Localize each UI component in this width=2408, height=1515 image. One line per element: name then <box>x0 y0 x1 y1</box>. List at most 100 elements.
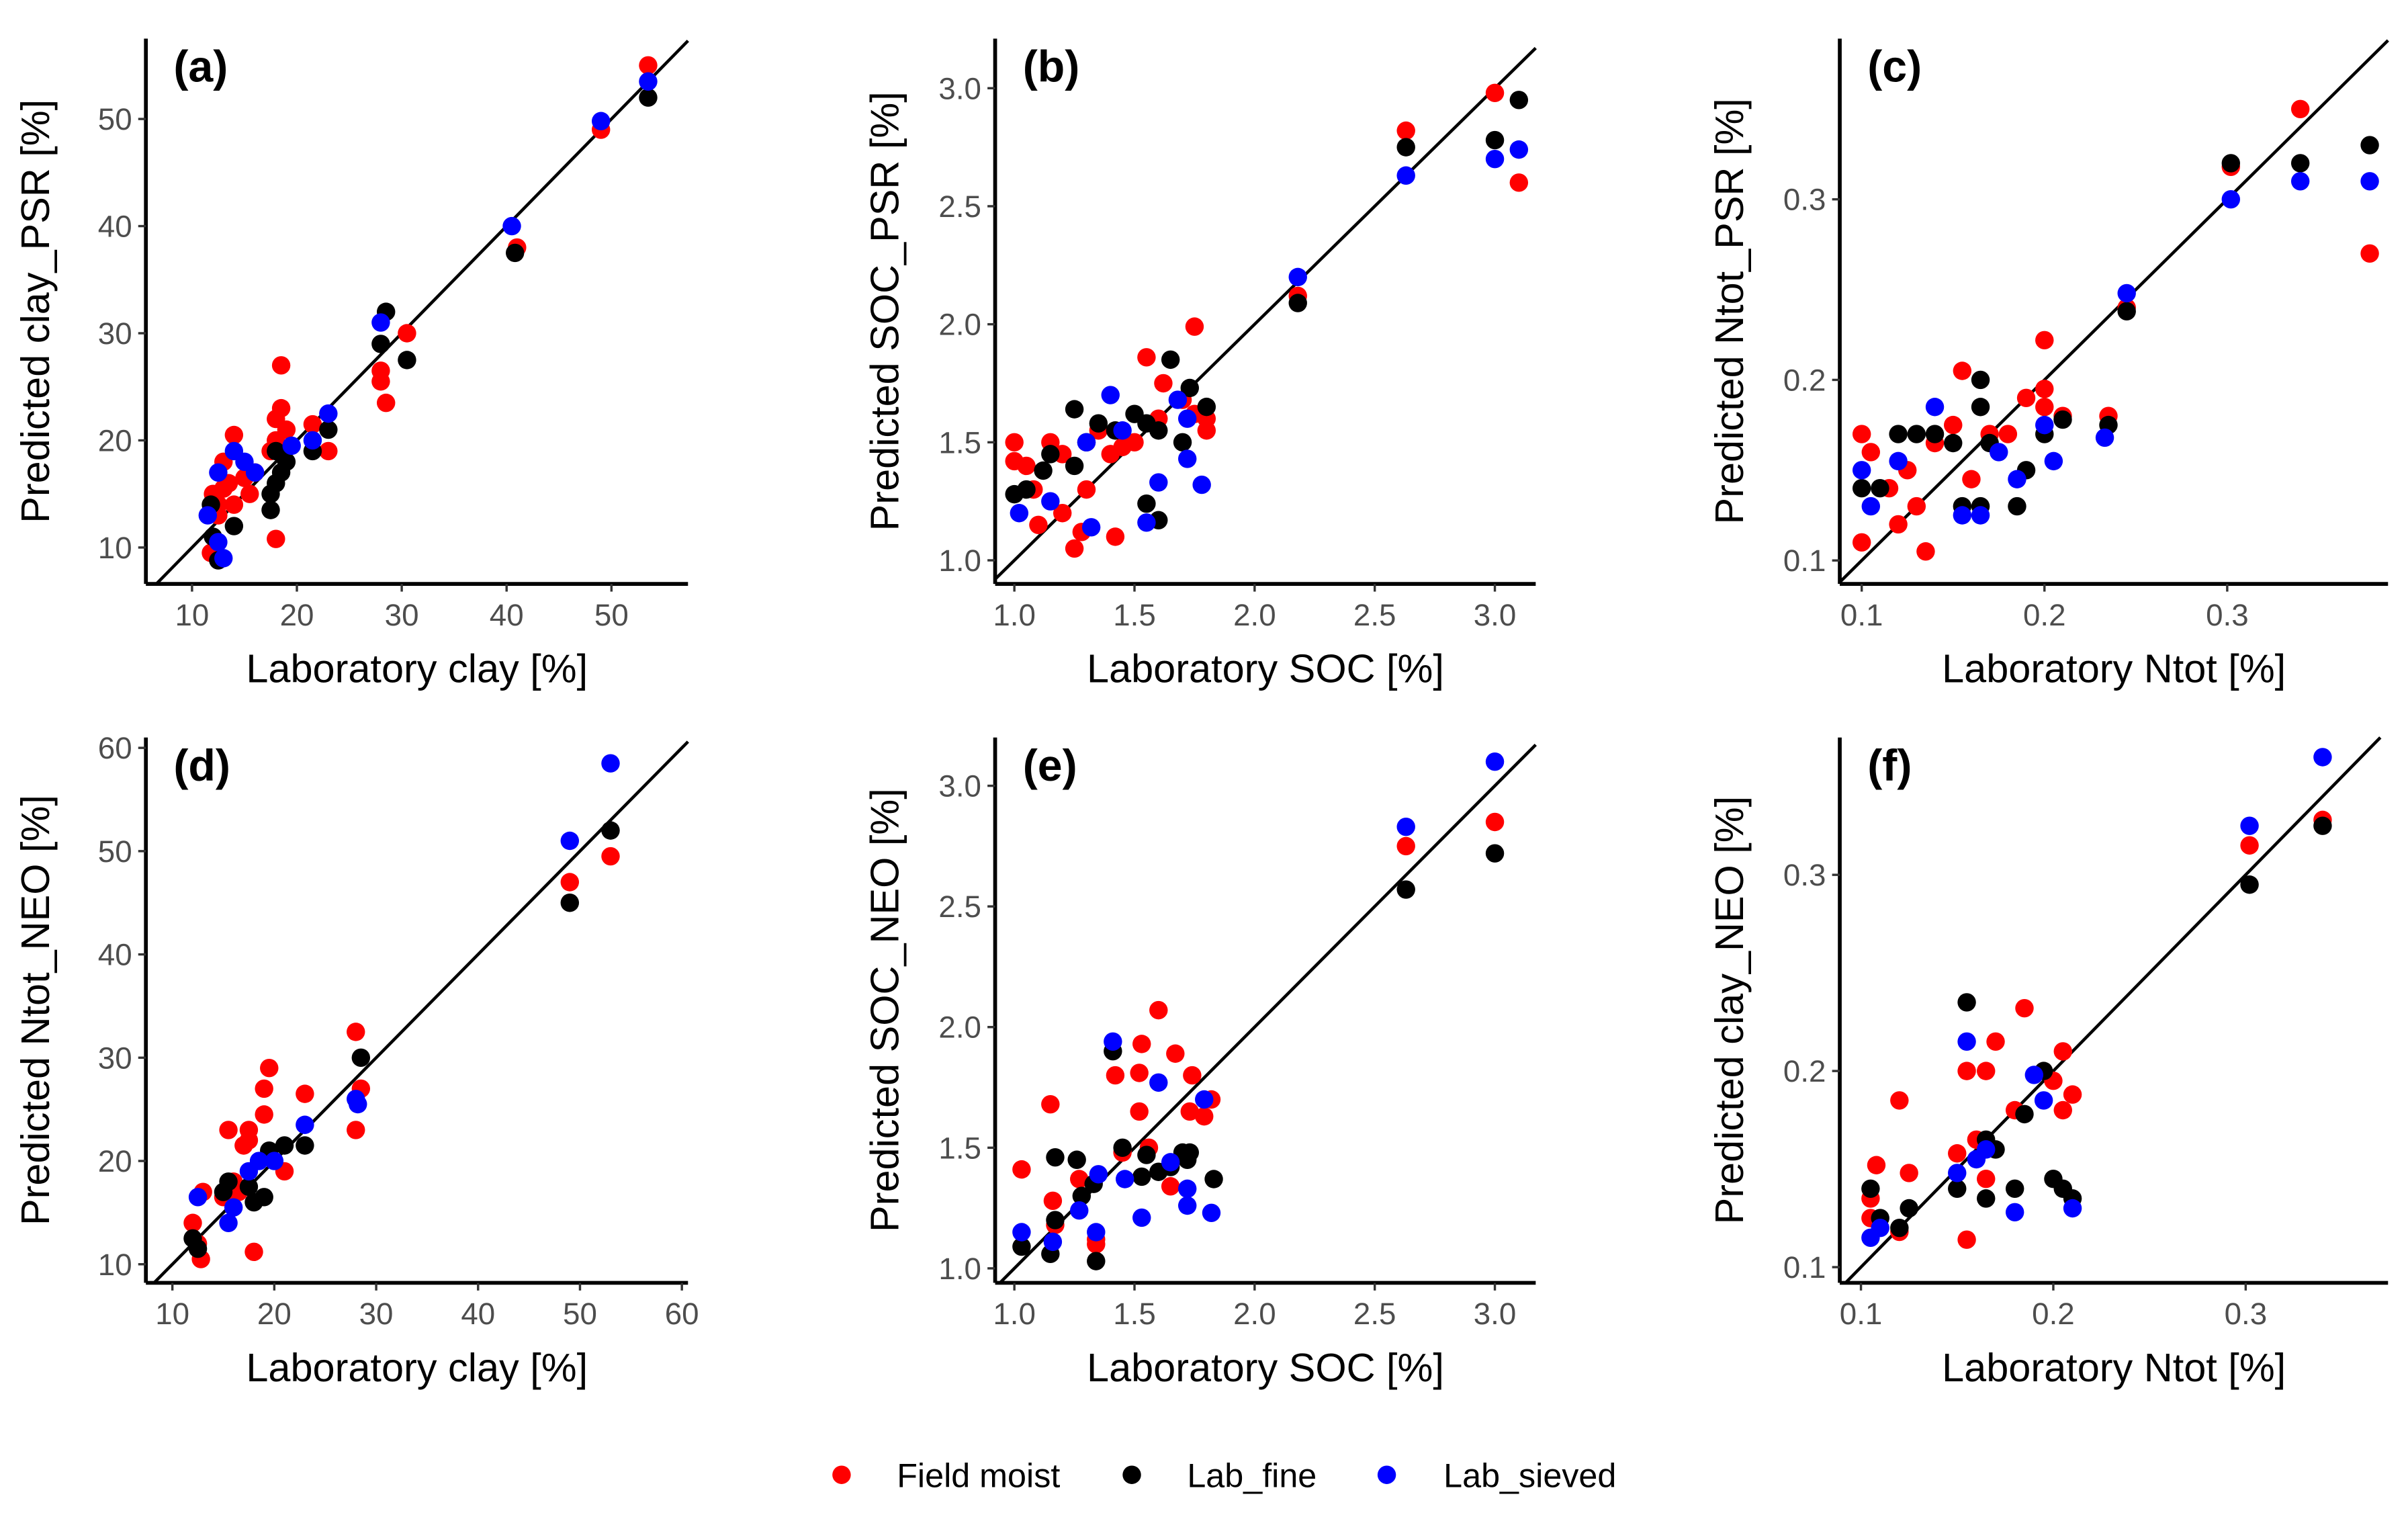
data-point-lab_fine <box>1485 130 1505 150</box>
data-point-lab_sieved <box>214 549 233 568</box>
data-point-lab_sieved <box>1861 496 1881 516</box>
data-point-field-moist <box>1889 515 1908 534</box>
data-point-lab_fine <box>1034 461 1053 480</box>
data-point-field-moist <box>1053 504 1072 523</box>
data-point-field-moist <box>240 484 259 503</box>
y-tick-label: 1.0 <box>938 544 981 578</box>
y-tick-label: 30 <box>98 1041 132 1075</box>
data-point-lab_fine <box>1046 1211 1065 1229</box>
data-point-field-moist <box>1012 1160 1031 1179</box>
data-point-lab_fine <box>2008 496 2026 516</box>
data-point-lab_sieved <box>1971 506 1990 525</box>
data-point-field-moist <box>183 1213 202 1232</box>
data-point-lab_sieved <box>349 1094 367 1114</box>
data-point-lab_sieved <box>1195 1090 1214 1109</box>
data-point-lab_sieved <box>601 754 620 773</box>
data-point-lab_fine <box>1125 404 1144 423</box>
data-point-field-moist <box>1065 539 1084 558</box>
data-point-lab_fine <box>1900 1199 1918 1218</box>
x-tick-label: 1.5 <box>1113 598 1156 632</box>
y-tick-label: 1.5 <box>938 425 981 460</box>
data-point-lab_sieved <box>1192 475 1211 494</box>
data-point-lab_fine <box>2240 875 2259 894</box>
data-point-field-moist <box>1396 121 1415 140</box>
y-tick-label: 0.1 <box>1783 1250 1826 1285</box>
panel-e: 1.0 1.5 2.0 2.5 3.0 1.0 1.5 2.0 2.5 3.0 Laboratory… <box>862 737 1537 1390</box>
x-tick-label: 1.0 <box>993 1297 1036 1331</box>
data-point-field-moist <box>376 393 396 413</box>
data-point-field-moist <box>2016 388 2036 408</box>
data-point-lab_fine <box>2053 410 2072 429</box>
data-point-lab_sieved <box>265 1152 284 1170</box>
panel-c: 0.1 0.2 0.3 0.1 0.2 0.3 Laboratory Ntot [%] Pre… <box>1707 38 2389 691</box>
data-point-field-moist <box>2053 1100 2072 1120</box>
data-point-field-moist <box>267 529 285 548</box>
panel-b: 1.0 1.5 2.0 2.5 3.0 1.0 1.5 2.0 2.5 3.0 Laboratory… <box>862 38 1537 691</box>
data-point-lab_sieved <box>1967 1150 1986 1169</box>
data-point-lab_sieved <box>591 112 611 130</box>
data-point-field-moist <box>1485 83 1505 103</box>
data-point-lab_sieved <box>1288 267 1307 287</box>
data-point-lab_fine <box>224 517 244 535</box>
legend-marker-lab-fine <box>1122 1465 1141 1484</box>
data-point-lab_sieved <box>1070 1201 1089 1220</box>
data-point-field-moist <box>1070 1170 1089 1188</box>
x-axis-title: Laboratory clay [%] <box>246 1345 588 1390</box>
x-axis-title: Laboratory Ntot [%] <box>1942 1345 2286 1390</box>
data-point-lab_sieved <box>1177 449 1197 468</box>
x-tick-label: 0.2 <box>2023 598 2066 632</box>
data-point-lab_fine <box>2015 1105 2034 1124</box>
data-point-field-moist <box>2063 1085 2082 1104</box>
data-point-lab_fine <box>1137 1145 1156 1164</box>
x-tick-label: 60 <box>665 1297 699 1331</box>
data-point-lab_sieved <box>1077 433 1096 452</box>
panel-label: (f) <box>1867 741 1912 791</box>
data-point-lab_fine <box>1089 414 1108 433</box>
data-point-lab_sieved <box>1137 513 1156 532</box>
x-tick-label: 10 <box>175 598 209 632</box>
data-point-field-moist <box>1890 1091 1909 1110</box>
data-point-field-moist <box>234 1136 253 1155</box>
data-point-lab_fine <box>1161 350 1180 370</box>
data-point-field-moist <box>1962 470 1981 488</box>
data-point-lab_fine <box>1944 433 1963 453</box>
data-point-field-moist <box>2035 398 2054 417</box>
data-point-field-moist <box>1485 812 1505 832</box>
y-tick-label: 0.2 <box>1783 363 1826 397</box>
data-point-field-moist <box>1183 1066 1202 1085</box>
data-point-field-moist <box>1041 1094 1060 1114</box>
x-tick-label: 20 <box>280 598 314 632</box>
data-point-lab_sieved <box>1149 1073 1168 1092</box>
data-point-lab_sieved <box>371 313 390 332</box>
data-point-lab_sieved <box>1177 1179 1197 1199</box>
data-point-lab_sieved <box>1104 1032 1122 1051</box>
data-point-field-moist <box>1154 374 1173 393</box>
data-point-lab_fine <box>1288 294 1307 312</box>
y-axis-title: Predicted Ntot_NEO [%] <box>13 795 58 1225</box>
data-point-lab_sieved <box>639 72 658 91</box>
data-point-lab_fine <box>1137 494 1156 513</box>
data-point-lab_fine <box>296 1136 314 1155</box>
reference-line-1-1 <box>1844 736 2382 1285</box>
data-point-lab_fine <box>1087 1252 1106 1270</box>
x-tick-label: 30 <box>359 1297 394 1331</box>
data-point-lab_fine <box>275 1136 294 1155</box>
y-tick-label: 40 <box>98 210 132 244</box>
data-point-lab_fine <box>1861 1179 1880 1199</box>
data-point-lab_sieved <box>1177 409 1197 428</box>
y-tick-label: 50 <box>98 834 132 869</box>
data-point-lab_sieved <box>1889 451 1908 471</box>
data-point-lab_sieved <box>209 463 228 482</box>
data-point-lab_sieved <box>2035 415 2054 435</box>
x-axis-title: Laboratory Ntot [%] <box>1942 646 2286 691</box>
data-point-lab_fine <box>214 1182 233 1201</box>
data-point-lab_sieved <box>2063 1199 2082 1218</box>
panel-label: (d) <box>173 741 230 791</box>
data-point-field-moist <box>1900 1164 1918 1182</box>
x-tick-label: 0.3 <box>2206 598 2249 632</box>
y-tick-label: 3.0 <box>938 769 981 804</box>
data-point-lab_sieved <box>1990 443 2008 462</box>
data-point-field-moist <box>1861 443 1881 462</box>
x-tick-label: 3.0 <box>1474 1297 1517 1331</box>
